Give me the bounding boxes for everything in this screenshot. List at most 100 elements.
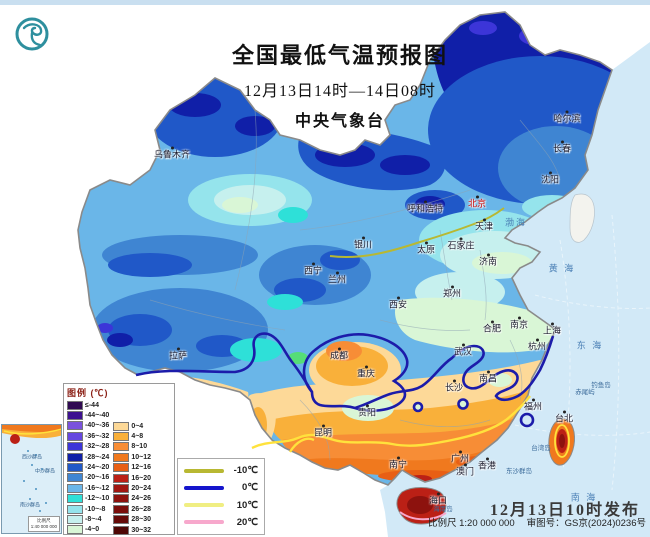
legend-swatch — [67, 483, 83, 493]
city-label: 重庆 — [356, 365, 376, 379]
legend-label: 8~10 — [131, 443, 148, 451]
temp-region — [288, 352, 308, 364]
inset-map — [2, 425, 61, 512]
city-name: 乌鲁木齐 — [153, 149, 191, 160]
inset-island-label: 南沙群岛 — [19, 502, 41, 509]
city-label: 南宁 — [388, 456, 408, 470]
legend-column-cold: ≤-44 -44~-40 -40~-36 -36~-32 -32~-28 — [67, 400, 109, 535]
legend-label: 28~30 — [131, 516, 151, 524]
legend-label: -40~-36 — [85, 422, 110, 430]
city-dot-icon — [531, 398, 535, 402]
legend-row: -12~-10 — [67, 494, 109, 504]
island-label: 海南岛 — [433, 506, 453, 513]
city-name: 石家庄 — [447, 240, 475, 251]
legend-swatch — [113, 525, 130, 535]
isoline-label: 10℃ — [236, 499, 258, 511]
city-dot-icon — [463, 463, 467, 467]
city-label: 拉萨 — [169, 347, 187, 361]
city-dot-icon — [436, 492, 440, 496]
city-label: 长沙 — [445, 379, 463, 393]
legend-label: -16~-12 — [85, 484, 110, 492]
legend-label: 30~32 — [131, 526, 151, 534]
city-dot-icon — [396, 456, 400, 460]
legend-swatch — [67, 452, 83, 462]
city-label: 海口 — [429, 492, 447, 506]
legend-swatch — [67, 525, 83, 535]
isoline-minus10c — [329, 207, 505, 259]
legend-swatch — [113, 494, 130, 504]
china-border — [77, 11, 613, 486]
city-name: 济南 — [478, 256, 498, 267]
legend-label: -36~-32 — [85, 432, 110, 440]
city-label: 沈阳 — [541, 171, 559, 185]
legend-swatch — [113, 432, 130, 442]
city-name: 哈尔滨 — [553, 113, 581, 124]
city-label: 呼和浩特 — [406, 200, 444, 214]
city-label: 合肥 — [483, 320, 501, 334]
temp-region — [380, 155, 430, 175]
city-name: 成都 — [329, 350, 349, 361]
legend-label: -4~0 — [85, 526, 100, 534]
legend-swatch — [67, 463, 83, 473]
map-scale: 比例尺 1:20 000 000 — [428, 518, 515, 529]
city-dot-icon — [176, 347, 180, 351]
legend-row: 28~30 — [113, 515, 151, 525]
korea-landmass — [569, 193, 595, 243]
city-label: 石家庄 — [447, 237, 475, 251]
city-name: 重庆 — [356, 368, 376, 379]
city-dot-icon — [321, 424, 325, 428]
legend-row: -44~-40 — [67, 410, 109, 421]
legend-swatch — [67, 504, 83, 514]
city-name: 西安 — [388, 299, 408, 310]
legend-row: 12~16 — [113, 463, 151, 473]
city-label: 上海 — [543, 322, 561, 336]
inset-island-label: 西沙群岛 — [21, 454, 43, 461]
city-name: 银川 — [353, 239, 373, 250]
city-label: 天津 — [474, 218, 494, 232]
legend-row: -10~-8 — [67, 504, 109, 514]
city-dot-icon — [485, 457, 489, 461]
city-label: 南昌 — [479, 370, 497, 384]
sea-label: 东 海 — [576, 340, 604, 351]
legend-label: 24~26 — [131, 495, 151, 503]
city-name: 呼和浩特 — [406, 203, 444, 214]
legend-label: -12~-10 — [85, 495, 110, 503]
city-dot-icon — [482, 218, 486, 222]
legend-label: ≤-44 — [85, 401, 99, 409]
city-dot-icon — [565, 110, 569, 114]
legend-swatch — [67, 494, 83, 504]
legend-swatch — [113, 484, 130, 494]
city-label: 昆明 — [314, 424, 332, 438]
temp-region — [469, 21, 497, 35]
city-dot-icon — [560, 140, 564, 144]
legend-row: -28~-24 — [67, 452, 109, 462]
temp-region — [395, 297, 554, 353]
legend-row: -8~-4 — [67, 514, 109, 524]
legend-row: -16~-12 — [67, 483, 109, 493]
issuing-agency: 中央气象台 — [294, 113, 385, 130]
map-valid-period: 12月13日14时—14日08时 — [243, 83, 436, 100]
city-dot-icon — [311, 262, 315, 266]
inset-coast-hot — [2, 425, 61, 432]
city-name: 广州 — [450, 453, 470, 464]
legend-row: -32~-28 — [67, 442, 109, 452]
legend-row: 26~28 — [113, 504, 151, 514]
island-label: 东沙群岛 — [506, 468, 532, 475]
map-title: 全国最低气温预报图 — [231, 43, 448, 68]
legend-swatch — [67, 442, 83, 452]
city-dot-icon — [486, 253, 490, 257]
temp-region — [230, 338, 282, 362]
city-label: 福州 — [524, 398, 542, 412]
city-name: 台北 — [554, 413, 574, 424]
city-label: 乌鲁木齐 — [153, 146, 191, 160]
legend-label: 0~4 — [131, 422, 144, 430]
city-dot-icon — [475, 195, 479, 199]
isoline-label: 0℃ — [242, 482, 258, 494]
legend-row: -24~-20 — [67, 462, 109, 473]
city-name: 天津 — [474, 221, 494, 232]
island-label: 赤尾屿 — [575, 389, 595, 396]
legend-column-warm: 0~4 4~8 8~10 10~12 12~16 — [113, 400, 151, 535]
city-name: 南宁 — [388, 459, 408, 470]
island-label: 台湾岛 — [531, 445, 551, 452]
